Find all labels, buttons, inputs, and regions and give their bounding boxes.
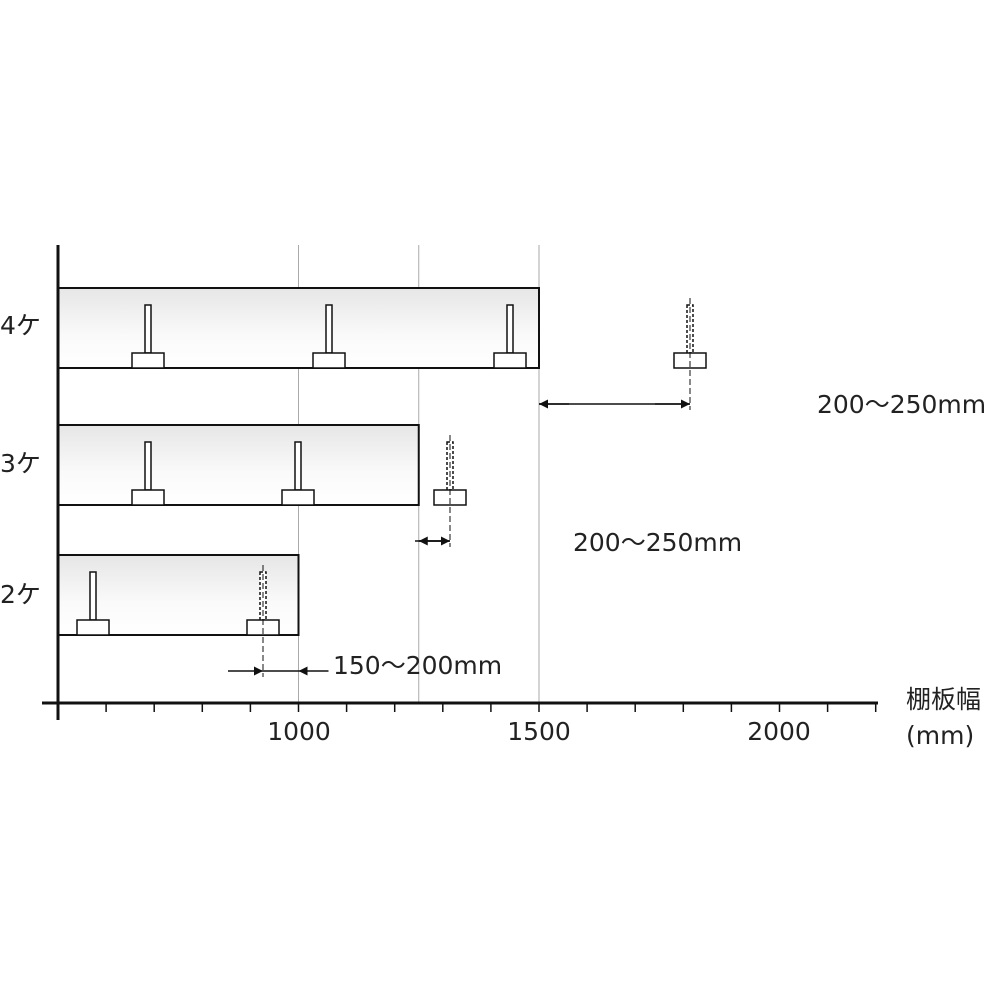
tick-label-2000: 2000 — [747, 717, 811, 746]
shelves — [57, 287, 707, 677]
shelf-4 — [57, 287, 707, 410]
tick-label-1500: 1500 — [507, 717, 571, 746]
bracket-post — [506, 304, 514, 354]
bracket-post — [325, 304, 333, 354]
dimension-label-2: 150～200mm — [333, 651, 502, 680]
shelf-2 — [57, 554, 329, 677]
bracket — [76, 571, 110, 636]
bracket-post — [89, 571, 97, 621]
bracket — [131, 441, 165, 506]
bracket-base — [76, 619, 110, 636]
bracket-post — [294, 441, 302, 491]
bracket — [281, 441, 315, 506]
tick-label-1000: 1000 — [267, 717, 331, 746]
bracket-post — [144, 304, 152, 354]
bracket — [131, 304, 165, 369]
bracket — [312, 304, 346, 369]
axes — [42, 245, 878, 720]
dimension-line — [228, 565, 329, 677]
dimension-label-3: 200～250mm — [573, 528, 742, 557]
shelf-label-4: 4ケ — [0, 311, 41, 340]
bracket-base — [312, 352, 346, 369]
bracket — [493, 304, 527, 369]
bracket-base — [131, 489, 165, 506]
bracket-base — [131, 352, 165, 369]
shelf-3 — [57, 424, 467, 547]
shelf-board — [57, 287, 540, 369]
shelf-board — [57, 424, 420, 506]
dimension-line — [415, 435, 451, 547]
bracket-base — [493, 352, 527, 369]
dimension-label-4: 200～250mm — [817, 390, 986, 419]
axis-title: 棚板幅 — [906, 685, 981, 714]
dimension-line — [539, 298, 691, 410]
shelf-label-3: 3ケ — [0, 449, 41, 478]
shelf-label-2: 2ケ — [0, 580, 41, 609]
bracket-base — [281, 489, 315, 506]
bracket-post — [144, 441, 152, 491]
axis-unit: (mm) — [906, 721, 974, 750]
